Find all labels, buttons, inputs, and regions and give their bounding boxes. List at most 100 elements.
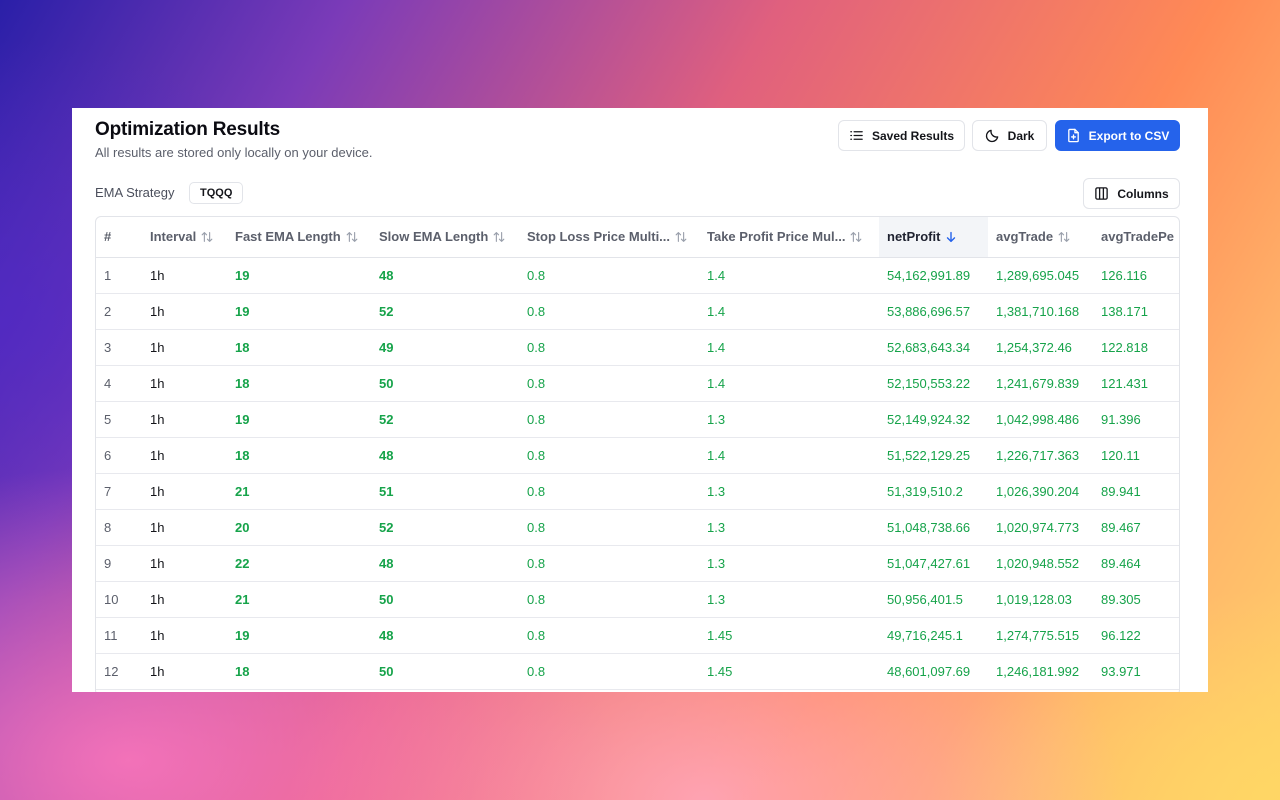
table-row[interactable]: 10 1h 21 50 0.8 1.3 50,956,401.5 1,019,128.03 89… [96,581,1179,618]
column-header[interactable]: Stop Loss Price Multi... [519,217,699,258]
column-header[interactable]: Fast EMA Length [227,217,371,258]
column-header-label: avgTrade [996,229,1054,245]
table-row[interactable]: 2 1h 19 52 0.8 1.4 53,886,696.57 1,381,710.168 1… [96,293,1179,330]
column-header-label: # [104,229,112,245]
column-header-label: avgTradePe [1101,229,1174,245]
table-cell: 11 [96,617,142,654]
symbol-badge: TQQQ [189,182,244,204]
table-cell: 53,886,696.57 [879,293,988,330]
column-header-label: Stop Loss Price Multi... [527,229,671,245]
columns-button[interactable]: Columns [1083,178,1180,209]
table-row[interactable]: 1 1h 19 48 0.8 1.4 54,162,991.89 1,289,695.045 1… [96,257,1179,294]
table-cell: 1h [142,257,227,294]
table-row[interactable]: 4 1h 18 50 0.8 1.4 52,150,553.22 1,241,679.839 1… [96,365,1179,402]
table-cell: 1.4 [699,365,879,402]
table-cell: 18 [227,653,371,690]
table-cell: 52 [371,293,519,330]
table-cell: 1.4 [699,257,879,294]
table-cell: 1.3 [699,509,879,546]
table-cell: 1,019,128.03 [988,581,1093,618]
file-export-icon [1067,128,1079,143]
sort-icon [851,231,862,242]
table-cell: 1,274,775.515 [988,617,1093,654]
column-header[interactable]: Slow EMA Length [371,217,519,258]
table-cell: 1,020,948.552 [988,545,1093,582]
table-cell: 48 [371,437,519,474]
table-cell: 48 [371,545,519,582]
dark-mode-button[interactable]: Dark [972,120,1047,151]
table-cell: 89.467 [1093,509,1179,546]
table-cell: 1h [142,581,227,618]
table-cell: 51,048,738.66 [879,509,988,546]
table-cell: 19 [227,293,371,330]
saved-results-label: Saved Results [871,128,955,143]
table-cell: 120.11 [1093,437,1179,474]
column-header[interactable]: netProfit [879,217,988,258]
table-cell: 51,319,510.2 [879,473,988,510]
column-header[interactable]: avgTrade [988,217,1093,258]
table-row[interactable]: 6 1h 18 48 0.8 1.4 51,522,129.25 1,226,717.363 1… [96,437,1179,474]
table-cell: 1h [142,365,227,402]
table-cell: 12 [96,653,142,690]
table-cell: 1,226,717.363 [988,437,1093,474]
export-csv-button[interactable]: Export to CSV [1055,120,1180,151]
table-cell: 52,149,924.32 [879,401,988,438]
table-cell: 1.45 [699,653,879,690]
table-cell: 89.464 [1093,545,1179,582]
saved-results-button[interactable]: Saved Results [838,120,965,151]
sort-icon [493,231,505,242]
table-cell: 1h [142,329,227,366]
table-cell: 1.45 [699,617,879,654]
table-cell: 7 [96,473,142,510]
column-header: # [96,217,142,258]
column-header[interactable]: Take Profit Price Mul... [699,217,879,258]
table-cell: 1 [96,257,142,294]
table-cell: 52 [371,509,519,546]
table-cell: 2 [96,293,142,330]
table-cell: 4 [96,365,142,402]
table-cell: 1h [142,437,227,474]
table-row[interactable]: 3 1h 18 49 0.8 1.4 52,683,643.34 1,254,372.46 12… [96,329,1179,366]
sort-icon [1178,230,1180,244]
table-cell: 0.8 [519,581,699,618]
table-cell: 1.3 [699,545,879,582]
table-cell: 48,601,097.69 [879,653,988,690]
columns-label: Columns [1117,186,1169,201]
table-cell: 1,381,710.168 [988,293,1093,330]
table-cell: 9 [96,545,142,582]
table-cell: 52,683,643.34 [879,329,988,366]
table-cell: 0.8 [519,509,699,546]
column-header[interactable]: Interval [142,217,227,258]
table-cell: 89.941 [1093,473,1179,510]
sort-icon [1058,231,1070,242]
column-header[interactable]: avgTradePe [1093,217,1180,258]
table-cell: 0.8 [519,401,699,438]
table-cell: 1.3 [699,401,879,438]
table-cell: 126.116 [1093,257,1179,294]
table-row[interactable]: 11 1h 19 48 0.8 1.45 49,716,245.1 1,274,775.515… [96,617,1179,654]
table-row[interactable]: 8 1h 20 52 0.8 1.3 51,048,738.66 1,020,974.773 8… [96,509,1179,546]
table-cell: 1h [142,617,227,654]
table-cell: 50 [371,581,519,618]
table-cell: 1.4 [699,329,879,366]
sort-desc-icon [947,231,956,242]
table-cell: 18 [227,437,371,474]
table-row[interactable]: 9 1h 22 48 0.8 1.3 51,047,427.61 1,020,948.552 8… [96,545,1179,582]
table-cell: 1.3 [699,473,879,510]
page-title: Optimization Results [95,119,280,140]
table-cell: 50 [371,365,519,402]
table-cell: 93.971 [1093,653,1179,690]
results-table-container[interactable]: # Interval Fast EMA Length Slow EMA Length S… [95,216,1180,692]
dark-mode-label: Dark [1007,128,1035,143]
table-cell: 50 [371,653,519,690]
table-row[interactable]: 7 1h 21 51 0.8 1.3 51,319,510.2 1,026,390.204 89… [96,473,1179,510]
table-row[interactable]: 5 1h 19 52 0.8 1.3 52,149,924.32 1,042,998.486 9… [96,401,1179,438]
table-cell: 8 [96,509,142,546]
table-cell: 0.8 [519,329,699,366]
table-cell: 52,150,553.22 [879,365,988,402]
column-header-label: Interval [150,229,197,245]
table-cell: 0.8 [519,437,699,474]
table-row[interactable]: 12 1h 18 50 0.8 1.45 48,601,097.69 1,246,181.99… [96,653,1179,690]
table-cell: 89.305 [1093,581,1179,618]
column-header-label: Take Profit Price Mul... [707,229,846,245]
